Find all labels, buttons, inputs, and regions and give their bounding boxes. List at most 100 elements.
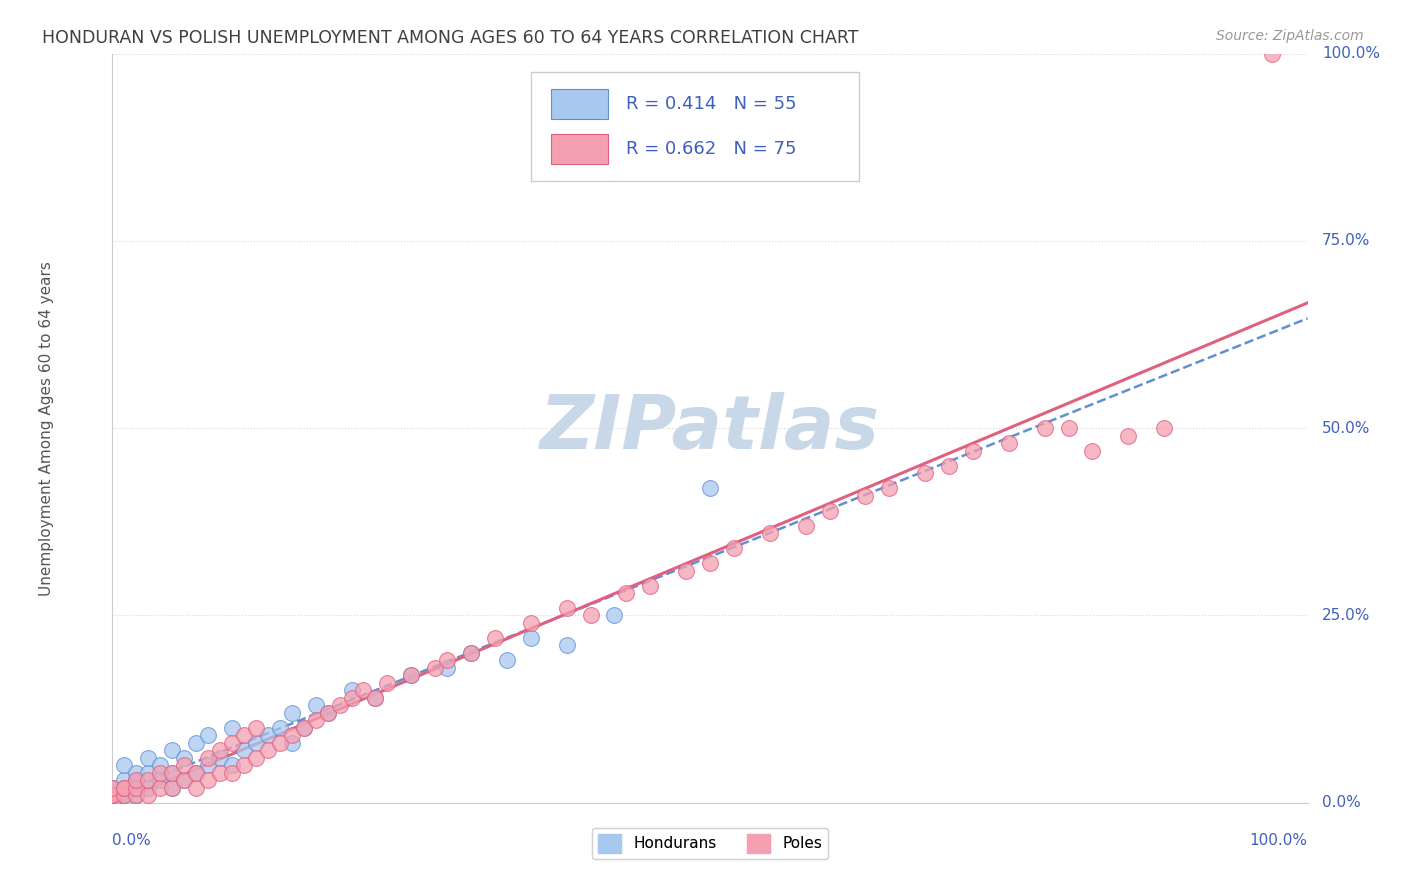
Point xyxy=(125,789,148,803)
Point xyxy=(125,780,148,795)
Point xyxy=(352,683,374,698)
Point xyxy=(138,780,160,795)
Point xyxy=(401,668,423,682)
Point xyxy=(101,796,124,810)
Point xyxy=(304,714,326,728)
Point xyxy=(138,765,160,780)
Point xyxy=(101,796,124,810)
Point xyxy=(101,796,124,810)
Point xyxy=(281,706,304,720)
Point xyxy=(281,736,304,750)
Point xyxy=(484,631,506,645)
Point xyxy=(162,765,183,780)
Point xyxy=(221,765,243,780)
Point xyxy=(125,780,148,795)
Point xyxy=(162,743,183,757)
Point xyxy=(221,721,243,735)
Point xyxy=(149,765,172,780)
Point xyxy=(436,661,458,675)
Text: R = 0.414   N = 55: R = 0.414 N = 55 xyxy=(626,95,797,113)
Point xyxy=(101,789,124,803)
Point xyxy=(138,751,160,765)
Point xyxy=(603,608,626,623)
Point xyxy=(998,436,1021,450)
Point xyxy=(208,743,231,757)
Text: 100.0%: 100.0% xyxy=(1250,833,1308,847)
Point xyxy=(257,728,280,742)
Point xyxy=(186,736,208,750)
Point xyxy=(579,608,602,623)
Point xyxy=(328,698,352,713)
Point xyxy=(138,773,160,788)
Point xyxy=(520,615,543,630)
Point xyxy=(1057,421,1080,435)
Point xyxy=(496,653,519,667)
Point xyxy=(101,796,124,810)
Point xyxy=(101,796,124,810)
Point xyxy=(938,458,960,473)
Point xyxy=(364,690,387,705)
Point xyxy=(101,789,124,803)
Point xyxy=(425,661,447,675)
Text: 25.0%: 25.0% xyxy=(1322,608,1371,623)
Point xyxy=(114,780,135,795)
Text: R = 0.662   N = 75: R = 0.662 N = 75 xyxy=(626,140,797,159)
Point xyxy=(114,773,135,788)
Point xyxy=(401,668,423,682)
Point xyxy=(114,758,135,772)
Point xyxy=(614,586,637,600)
Point xyxy=(794,518,817,533)
Text: 0.0%: 0.0% xyxy=(1322,796,1361,810)
Point xyxy=(340,690,363,705)
Point xyxy=(173,751,195,765)
Point xyxy=(101,789,124,803)
Point xyxy=(101,796,124,810)
Point xyxy=(232,728,256,742)
Text: 100.0%: 100.0% xyxy=(1322,46,1379,61)
Point xyxy=(257,743,280,757)
Point xyxy=(162,765,183,780)
Point xyxy=(162,780,183,795)
Text: 75.0%: 75.0% xyxy=(1322,234,1371,248)
Point xyxy=(125,773,148,788)
Point xyxy=(101,780,124,795)
Point xyxy=(138,789,160,803)
Point xyxy=(723,541,745,555)
Bar xyxy=(551,89,609,120)
Text: ZIPatlas: ZIPatlas xyxy=(540,392,880,465)
Point xyxy=(197,751,219,765)
Point xyxy=(245,751,267,765)
Point xyxy=(555,639,578,653)
Point xyxy=(436,653,458,667)
Text: Source: ZipAtlas.com: Source: ZipAtlas.com xyxy=(1216,29,1364,43)
Point xyxy=(1260,46,1282,61)
Point xyxy=(114,796,135,810)
Point xyxy=(114,780,135,795)
Point xyxy=(101,796,124,810)
Point xyxy=(197,758,219,772)
Point xyxy=(1116,428,1139,442)
Point xyxy=(759,526,782,541)
Point xyxy=(125,789,148,803)
Point xyxy=(221,736,243,750)
Point xyxy=(173,758,195,772)
Point xyxy=(101,789,124,803)
Point xyxy=(101,780,124,795)
Point xyxy=(245,736,267,750)
Point xyxy=(197,728,219,742)
Point xyxy=(364,690,387,705)
Point xyxy=(149,773,172,788)
Legend: Hondurans, Poles: Hondurans, Poles xyxy=(592,828,828,859)
Point xyxy=(853,489,877,503)
Point xyxy=(520,631,543,645)
FancyBboxPatch shape xyxy=(531,72,859,181)
Point xyxy=(101,789,124,803)
Point xyxy=(962,443,984,458)
Point xyxy=(316,706,339,720)
Point xyxy=(232,743,256,757)
Point xyxy=(1033,421,1056,435)
Point xyxy=(186,765,208,780)
Point xyxy=(232,758,256,772)
Point xyxy=(818,503,841,517)
Point xyxy=(1153,421,1175,435)
